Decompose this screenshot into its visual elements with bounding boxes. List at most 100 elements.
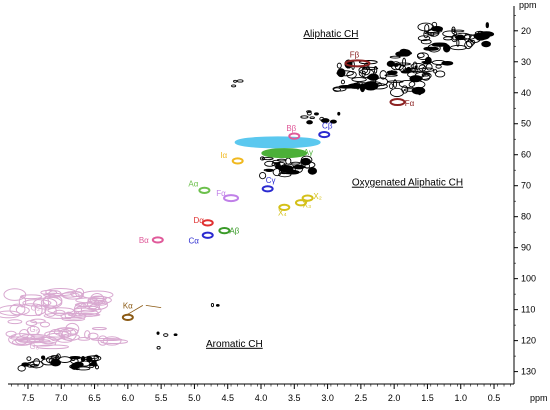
aliphatic-contour [336, 70, 354, 77]
x-tick-label: 0.5 [488, 393, 501, 403]
aliphatic-contour [425, 63, 433, 71]
aromatic-contour [21, 362, 30, 367]
aliphatic-contour [393, 79, 398, 89]
x-tick-label: 5.0 [188, 393, 201, 403]
x-tick-label: 5.5 [155, 393, 168, 403]
aromatic-contour [73, 361, 84, 368]
x-tick-label: 2.0 [388, 393, 401, 403]
aliphatic-contour [401, 85, 409, 94]
methoxyl-region-contour [307, 169, 315, 173]
region-label: Oxygenated Aliphatic CH [352, 178, 463, 189]
aromatic-contour [76, 366, 91, 371]
contour [306, 110, 312, 116]
y-tick-label: 120 [521, 336, 536, 346]
aromatic-contour [69, 355, 82, 360]
aliphatic-contour [481, 40, 491, 48]
g-unit-contour [58, 328, 72, 339]
aliphatic-contour [390, 87, 404, 98]
x-tick-label: 7.5 [22, 393, 35, 403]
x-tick-label: 1.5 [421, 393, 434, 403]
g-unit-contour [87, 296, 112, 305]
cross-peak-label: Bβ [286, 124, 296, 133]
g-unit-contour [67, 312, 101, 317]
aliphatic-contour [375, 77, 389, 87]
methoxyl-region-contour [263, 168, 274, 172]
cross-peak-label: Iα [220, 151, 227, 160]
g-unit-contour [73, 303, 83, 317]
contour [163, 333, 169, 337]
aliphatic-contour [423, 30, 429, 39]
aliphatic-contour [424, 56, 432, 64]
x-tick-label: 6.0 [122, 393, 135, 403]
cross-peak-label: G₆ [30, 342, 39, 351]
cross-peak-label: Dα [194, 216, 205, 225]
aromatic-contour [33, 358, 40, 366]
cross-peak-label: X₂ [313, 192, 321, 201]
cross-peak-label: X₄ [278, 208, 287, 217]
cross-peak-label: X₃ [303, 201, 312, 210]
g-unit-contour [18, 296, 27, 308]
g-unit-contour [100, 339, 129, 345]
cross-peak [223, 194, 240, 203]
g-unit-contour [60, 292, 80, 298]
x-tick-label: 4.5 [221, 393, 234, 403]
y-tick-label: 60 [521, 150, 531, 160]
aliphatic-contour [414, 71, 432, 80]
g-unit-contour [53, 309, 66, 316]
contour [156, 346, 161, 350]
aliphatic-contour [435, 64, 442, 69]
cross-peak-label: Kα [123, 301, 133, 310]
aliphatic-contour [424, 32, 440, 35]
g-unit-contour [43, 292, 63, 298]
cross-peak [288, 132, 301, 140]
aliphatic-contour [389, 83, 394, 90]
aliphatic-contour [485, 22, 489, 29]
g-unit-contour [9, 336, 30, 340]
cross-peak-label: Cβ [322, 122, 333, 131]
cross-peak-label: G₂ [31, 304, 40, 313]
cross-peak [344, 59, 371, 68]
cross-peak [121, 313, 134, 321]
aliphatic-contour [473, 32, 490, 40]
cross-peak [278, 203, 291, 211]
aromatic-contour [29, 360, 44, 369]
aliphatic-contour [363, 81, 379, 91]
contour [88, 362, 97, 367]
g-unit-contour [39, 321, 51, 328]
y-tick-label: 50 [521, 119, 531, 129]
g-unit-contour [33, 297, 58, 310]
g-unit-contour [7, 319, 23, 325]
methoxyl-region-contour [300, 155, 313, 165]
aliphatic-contour [435, 28, 443, 33]
aliphatic-contour [441, 60, 454, 66]
contour [156, 331, 160, 335]
aliphatic-contour [442, 30, 458, 38]
methoxyl-region-contour [292, 164, 305, 170]
aromatic-contour [41, 355, 46, 360]
aliphatic-contour [336, 62, 342, 69]
cross-peak-label: Aα [188, 179, 198, 188]
methoxyl-region-contour [259, 171, 267, 180]
k-alpha-leader [125, 305, 144, 316]
cross-peak-label: G₅ [30, 325, 39, 334]
cross-peak-label: Fβ [350, 50, 360, 59]
g-unit-contour [40, 289, 58, 296]
x-tick-label: 4.0 [255, 393, 268, 403]
cross-peak-label: Cα [189, 236, 200, 245]
g-unit-contour [43, 312, 76, 319]
x-tick-label: 1.0 [454, 393, 467, 403]
g-unit-contour [36, 344, 69, 350]
contour [173, 333, 178, 336]
aliphatic-contour [358, 66, 369, 74]
contour-layer [0, 21, 495, 372]
aliphatic-contour [393, 63, 399, 67]
methoxyl-region-contour [307, 167, 318, 175]
methoxyl-region-contour [278, 171, 292, 178]
aromatic-contour [26, 356, 32, 361]
aliphatic-contour [389, 55, 401, 59]
aliphatic-contour [423, 46, 439, 51]
contour [329, 119, 337, 124]
methoxyl-region-contour [259, 156, 265, 161]
y-tick-label: 20 [521, 26, 531, 36]
